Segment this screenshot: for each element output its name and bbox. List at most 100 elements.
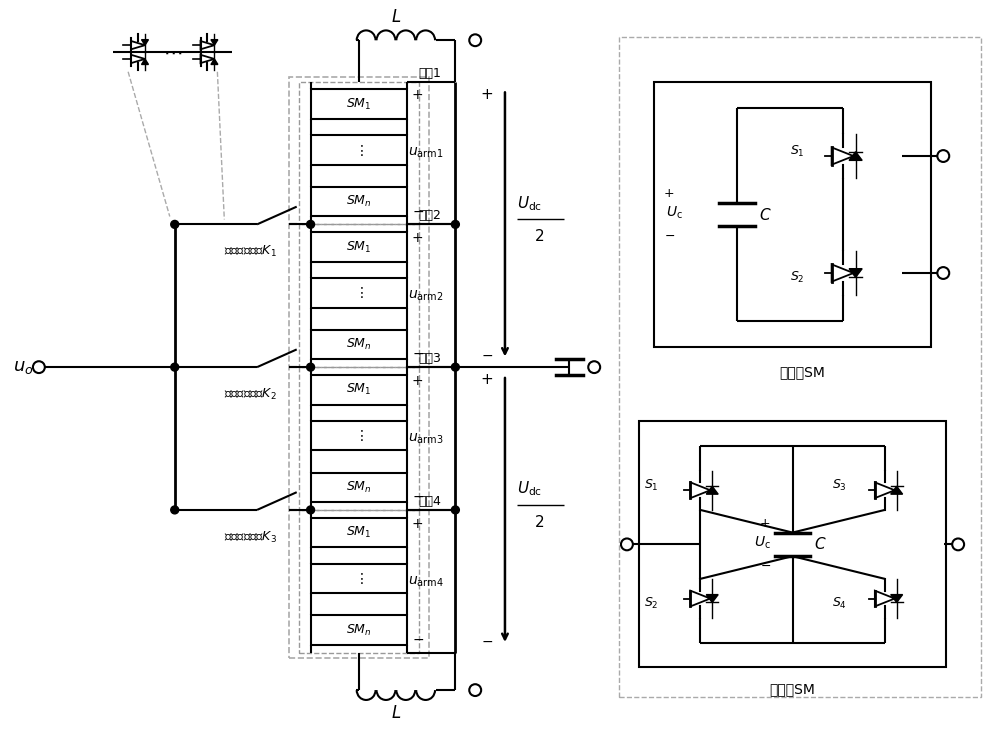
Text: +: + bbox=[412, 88, 423, 102]
Bar bbox=[639, 421, 946, 667]
Polygon shape bbox=[142, 59, 148, 64]
Text: +: + bbox=[664, 186, 674, 200]
Text: $SM_n$: $SM_n$ bbox=[346, 194, 372, 209]
Text: $-$: $-$ bbox=[664, 230, 675, 242]
Text: $SM_1$: $SM_1$ bbox=[346, 96, 371, 112]
Bar bbox=[311, 564, 407, 593]
Bar bbox=[299, 82, 419, 224]
Bar bbox=[619, 37, 981, 697]
Text: $\vdots$: $\vdots$ bbox=[354, 428, 364, 443]
Bar bbox=[311, 616, 407, 645]
Text: 2: 2 bbox=[535, 515, 544, 530]
Text: $S_4$: $S_4$ bbox=[832, 596, 847, 611]
Bar bbox=[299, 510, 419, 653]
Circle shape bbox=[588, 361, 600, 373]
Text: $S_1$: $S_1$ bbox=[644, 478, 659, 493]
Circle shape bbox=[451, 363, 459, 371]
Text: $SM_1$: $SM_1$ bbox=[346, 382, 371, 398]
Text: 桥臂切换开关$K_2$: 桥臂切换开关$K_2$ bbox=[224, 387, 277, 402]
Text: 桥臂切换开关$K_3$: 桥臂切换开关$K_3$ bbox=[224, 530, 277, 545]
Bar bbox=[311, 375, 407, 404]
Text: +: + bbox=[760, 517, 771, 530]
Bar bbox=[311, 89, 407, 119]
Bar bbox=[289, 77, 429, 658]
Text: $-$: $-$ bbox=[412, 203, 424, 218]
Text: $S_1$: $S_1$ bbox=[790, 143, 805, 159]
Text: $u_{\rm arm3}$: $u_{\rm arm3}$ bbox=[408, 431, 443, 446]
Text: +: + bbox=[480, 86, 493, 102]
Circle shape bbox=[307, 506, 315, 514]
Bar bbox=[311, 278, 407, 308]
Circle shape bbox=[952, 539, 964, 550]
Text: $-$: $-$ bbox=[412, 489, 424, 503]
Text: $SM_n$: $SM_n$ bbox=[346, 337, 372, 352]
Polygon shape bbox=[849, 269, 862, 277]
Text: $-$: $-$ bbox=[481, 348, 493, 363]
Circle shape bbox=[937, 150, 949, 162]
Text: $L$: $L$ bbox=[391, 704, 401, 722]
Text: $u_{\rm arm4}$: $u_{\rm arm4}$ bbox=[408, 574, 444, 588]
Text: $-$: $-$ bbox=[412, 346, 424, 360]
Text: +: + bbox=[412, 517, 423, 531]
Text: $U_{\rm dc}$: $U_{\rm dc}$ bbox=[517, 194, 542, 213]
Polygon shape bbox=[211, 39, 218, 45]
Text: $U_{\rm c}$: $U_{\rm c}$ bbox=[666, 205, 682, 221]
Polygon shape bbox=[706, 486, 718, 494]
Bar bbox=[311, 421, 407, 450]
Circle shape bbox=[621, 539, 633, 550]
Text: $-$: $-$ bbox=[412, 632, 424, 645]
Circle shape bbox=[307, 363, 315, 371]
Bar bbox=[299, 224, 419, 367]
Text: $u_o$: $u_o$ bbox=[13, 358, 34, 376]
Circle shape bbox=[33, 361, 45, 373]
Text: $SM_n$: $SM_n$ bbox=[346, 480, 372, 495]
Text: $C$: $C$ bbox=[759, 207, 771, 222]
Circle shape bbox=[937, 267, 949, 279]
Text: 半桥型SM: 半桥型SM bbox=[780, 366, 825, 379]
Polygon shape bbox=[142, 39, 148, 45]
Text: $\vdots$: $\vdots$ bbox=[354, 285, 364, 300]
Circle shape bbox=[307, 221, 315, 228]
Polygon shape bbox=[891, 486, 903, 494]
Text: $\vdots$: $\vdots$ bbox=[354, 143, 364, 158]
Circle shape bbox=[469, 34, 481, 46]
Text: +: + bbox=[480, 372, 493, 387]
Text: $\cdots$: $\cdots$ bbox=[163, 42, 182, 61]
Polygon shape bbox=[849, 152, 862, 160]
Text: $SM_n$: $SM_n$ bbox=[346, 623, 372, 637]
Circle shape bbox=[451, 221, 459, 228]
Text: $SM_1$: $SM_1$ bbox=[346, 525, 371, 540]
Text: $U_{\rm dc}$: $U_{\rm dc}$ bbox=[517, 480, 542, 498]
Bar bbox=[311, 232, 407, 262]
Text: 桥臂3: 桥臂3 bbox=[419, 352, 442, 366]
Text: 2: 2 bbox=[535, 230, 544, 244]
Text: $U_{\rm c}$: $U_{\rm c}$ bbox=[754, 534, 771, 550]
Text: 桥臂切换开关$K_1$: 桥臂切换开关$K_1$ bbox=[224, 244, 277, 260]
Text: +: + bbox=[412, 374, 423, 388]
Text: 桥臂1: 桥臂1 bbox=[419, 67, 442, 80]
Text: $-$: $-$ bbox=[760, 559, 771, 572]
Text: $\vdots$: $\vdots$ bbox=[354, 571, 364, 586]
Text: $L$: $L$ bbox=[391, 9, 401, 26]
Circle shape bbox=[451, 506, 459, 514]
Bar bbox=[311, 518, 407, 548]
Text: $S_2$: $S_2$ bbox=[790, 270, 805, 286]
Polygon shape bbox=[211, 59, 218, 64]
Polygon shape bbox=[706, 594, 718, 602]
Bar bbox=[311, 330, 407, 359]
Bar bbox=[299, 367, 419, 510]
Text: $S_2$: $S_2$ bbox=[644, 596, 659, 611]
Text: 桥臂2: 桥臂2 bbox=[419, 209, 442, 222]
Bar bbox=[311, 135, 407, 164]
Polygon shape bbox=[891, 594, 903, 602]
Bar bbox=[654, 82, 931, 347]
Bar bbox=[311, 472, 407, 502]
Circle shape bbox=[171, 221, 179, 228]
Text: 桥臂4: 桥臂4 bbox=[419, 495, 442, 508]
Text: +: + bbox=[412, 231, 423, 246]
Circle shape bbox=[469, 684, 481, 696]
Text: $SM_1$: $SM_1$ bbox=[346, 240, 371, 254]
Text: $u_{\rm arm1}$: $u_{\rm arm1}$ bbox=[408, 145, 443, 160]
Circle shape bbox=[171, 363, 179, 371]
Text: 全桥型SM: 全桥型SM bbox=[770, 682, 815, 696]
